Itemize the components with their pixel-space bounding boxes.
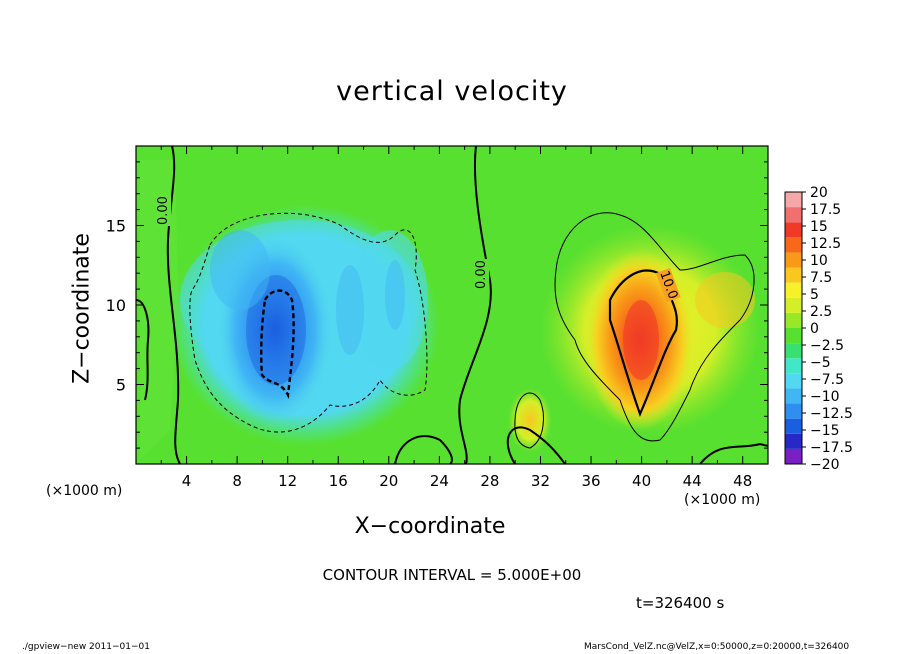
colorbar-swatch: [785, 252, 802, 268]
colorbar-swatch: [785, 207, 802, 223]
colorbar-swatch: [785, 297, 802, 313]
colorbar-swatch: [785, 433, 802, 449]
x-tick-label: 8: [232, 472, 242, 490]
colorbar-swatch: [785, 328, 802, 344]
x-tick-label: 44: [683, 472, 702, 490]
colorbar-swatch: [785, 448, 802, 464]
footer-right: MarsCond_VelZ.nc@VelZ,x=0:50000,z=0:2000…: [584, 642, 850, 652]
contour-label-middle: 0.00: [474, 259, 489, 290]
colorbar-tick-label: −17.5: [810, 440, 853, 456]
y-tick-label: 5: [116, 376, 126, 395]
colorbar-tick-label: −2.5: [810, 338, 844, 354]
contour-label-left: 0.00: [156, 195, 171, 226]
x-tick-label: 24: [430, 472, 449, 490]
colorbar-tick-label: −15: [810, 423, 840, 439]
colorbar-swatch: [785, 343, 802, 359]
colorbar-tick-label: 5: [810, 287, 819, 303]
colorbar-swatch: [785, 267, 802, 283]
x-tick-label: 20: [379, 472, 398, 490]
x-tick-label: 12: [278, 472, 297, 490]
x-axis-label: X−coordinate: [354, 514, 506, 539]
colorbar-tick-label: 10: [810, 253, 828, 269]
x-tick-label: 28: [480, 472, 499, 490]
x-tick-label: 16: [329, 472, 348, 490]
colorbar-swatch: [785, 358, 802, 374]
footer-left: ./gpview−new 2011−01−01: [22, 642, 150, 652]
colorbar-swatch: [785, 192, 802, 208]
colorbar-tick-label: 15: [810, 219, 828, 235]
colorbar-tick-label: 20: [810, 185, 828, 201]
x-tick-label: 32: [531, 472, 550, 490]
colorbar-tick-label: −12.5: [810, 406, 853, 422]
colorbar-tick-label: 0: [810, 321, 819, 337]
colorbar: 2017.51512.5107.552.50−2.5−5−7.5−10−12.5…: [784, 185, 853, 473]
x-tick-label: 40: [632, 472, 651, 490]
colorbar-swatch: [785, 282, 802, 298]
y-axis-unit: (×1000 m): [46, 483, 123, 499]
x-tick-label: 4: [182, 472, 192, 490]
time-label: t=326400 s: [636, 594, 725, 612]
y-axis-label: Z−coordinate: [69, 233, 95, 384]
y-tick-label: 15: [106, 217, 126, 236]
colorbar-tick-label: −7.5: [810, 372, 844, 388]
colorbar-tick-label: 2.5: [810, 304, 832, 320]
y-tick-label: 10: [106, 296, 126, 315]
y-ticks: 5 10 15: [106, 145, 768, 465]
colorbar-swatch: [785, 237, 802, 253]
colorbar-tick-label: 17.5: [810, 202, 841, 218]
colorbar-tick-label: −10: [810, 389, 840, 405]
colorbar-tick-label: −20: [810, 457, 840, 473]
colorbar-tick-label: −5: [810, 355, 831, 371]
contour-lines: [136, 146, 768, 464]
chart-title: vertical velocity: [336, 76, 568, 107]
contour-interval: CONTOUR INTERVAL = 5.000E+00: [322, 566, 582, 584]
colorbar-swatch: [785, 418, 802, 434]
colorbar-tick-label: 7.5: [810, 270, 832, 286]
x-tick-label: 48: [733, 472, 752, 490]
colorbar-swatch: [785, 403, 802, 419]
colorbar-tick-label: 12.5: [810, 236, 841, 252]
colorbar-swatch: [785, 222, 802, 238]
colorbar-swatch: [785, 373, 802, 389]
x-tick-label: 36: [581, 472, 600, 490]
x-ticks: 4 8 12 16 20 24 28 32 36 40 44 48: [135, 146, 769, 490]
colorbar-swatch: [785, 388, 802, 404]
colorbar-swatch: [785, 312, 802, 328]
x-axis-unit: (×1000 m): [684, 492, 761, 508]
